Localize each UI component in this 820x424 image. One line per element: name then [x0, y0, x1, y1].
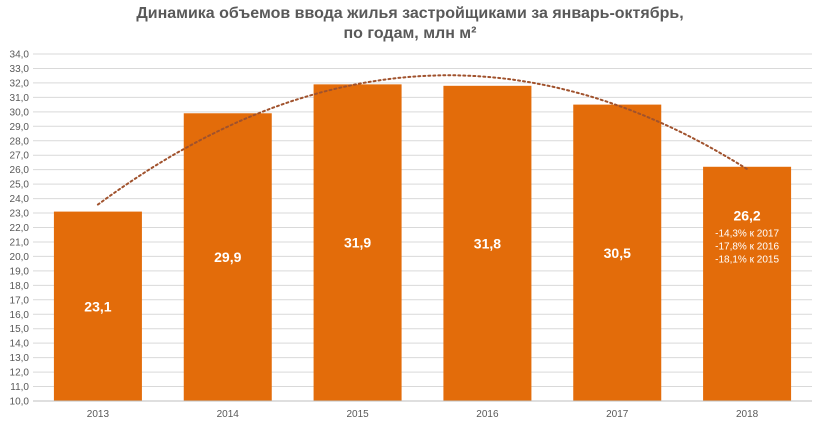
y-tick-label: 18,0	[10, 281, 30, 292]
bar	[443, 85, 532, 401]
y-tick-label: 28,0	[10, 136, 30, 147]
annotation-label: -14,3% к 2017	[715, 229, 779, 240]
y-tick-label: 24,0	[10, 194, 30, 205]
x-tick-label: 2015	[346, 409, 369, 420]
data-label: 31,9	[344, 235, 371, 251]
y-tick-label: 33,0	[10, 64, 30, 75]
x-tick-label: 2017	[606, 409, 629, 420]
y-tick-label: 19,0	[10, 266, 30, 277]
data-label: 31,8	[474, 235, 501, 251]
y-tick-label: 32,0	[10, 78, 30, 89]
data-label: 26,2	[733, 208, 760, 224]
y-tick-label: 13,0	[10, 353, 30, 364]
y-tick-label: 10,0	[10, 397, 30, 408]
y-tick-label: 12,0	[10, 368, 30, 379]
chart-title-line-2: по годам, млн м²	[343, 25, 477, 42]
y-tick-label: 11,0	[10, 382, 29, 393]
x-tick-label: 2018	[736, 409, 759, 420]
chart-title: Динамика объемов ввода жилья застройщика…	[0, 4, 820, 44]
y-tick-label: 23,0	[10, 209, 30, 220]
y-tick-label: 31,0	[10, 93, 30, 104]
y-tick-label: 25,0	[10, 180, 30, 191]
y-tick-label: 34,0	[10, 50, 30, 61]
data-label: 29,9	[214, 249, 241, 265]
y-tick-label: 29,0	[10, 122, 30, 133]
bar	[53, 211, 142, 401]
chart-title-line-1: Динамика объемов ввода жилья застройщика…	[136, 5, 684, 22]
y-tick-label: 30,0	[10, 107, 30, 118]
data-label: 23,1	[84, 298, 111, 314]
x-tick-label: 2013	[87, 409, 110, 420]
y-tick-label: 14,0	[10, 339, 30, 350]
y-tick-label: 20,0	[10, 252, 30, 263]
annotation-label: -17,8% к 2016	[715, 242, 779, 253]
y-tick-label: 15,0	[10, 324, 30, 335]
y-tick-label: 16,0	[10, 310, 30, 321]
x-tick-label: 2016	[476, 409, 499, 420]
bar	[183, 113, 272, 401]
bar	[703, 166, 792, 401]
y-tick-label: 27,0	[10, 151, 30, 162]
data-label: 30,5	[604, 245, 631, 261]
y-tick-label: 22,0	[10, 223, 30, 234]
trendline	[96, 74, 749, 206]
y-tick-label: 21,0	[10, 237, 30, 248]
x-tick-label: 2014	[217, 409, 240, 420]
bar	[313, 84, 402, 402]
annotation-label: -18,1% к 2015	[715, 255, 779, 266]
y-tick-label: 26,0	[10, 165, 30, 176]
y-tick-label: 17,0	[10, 295, 30, 306]
bar	[573, 104, 662, 402]
